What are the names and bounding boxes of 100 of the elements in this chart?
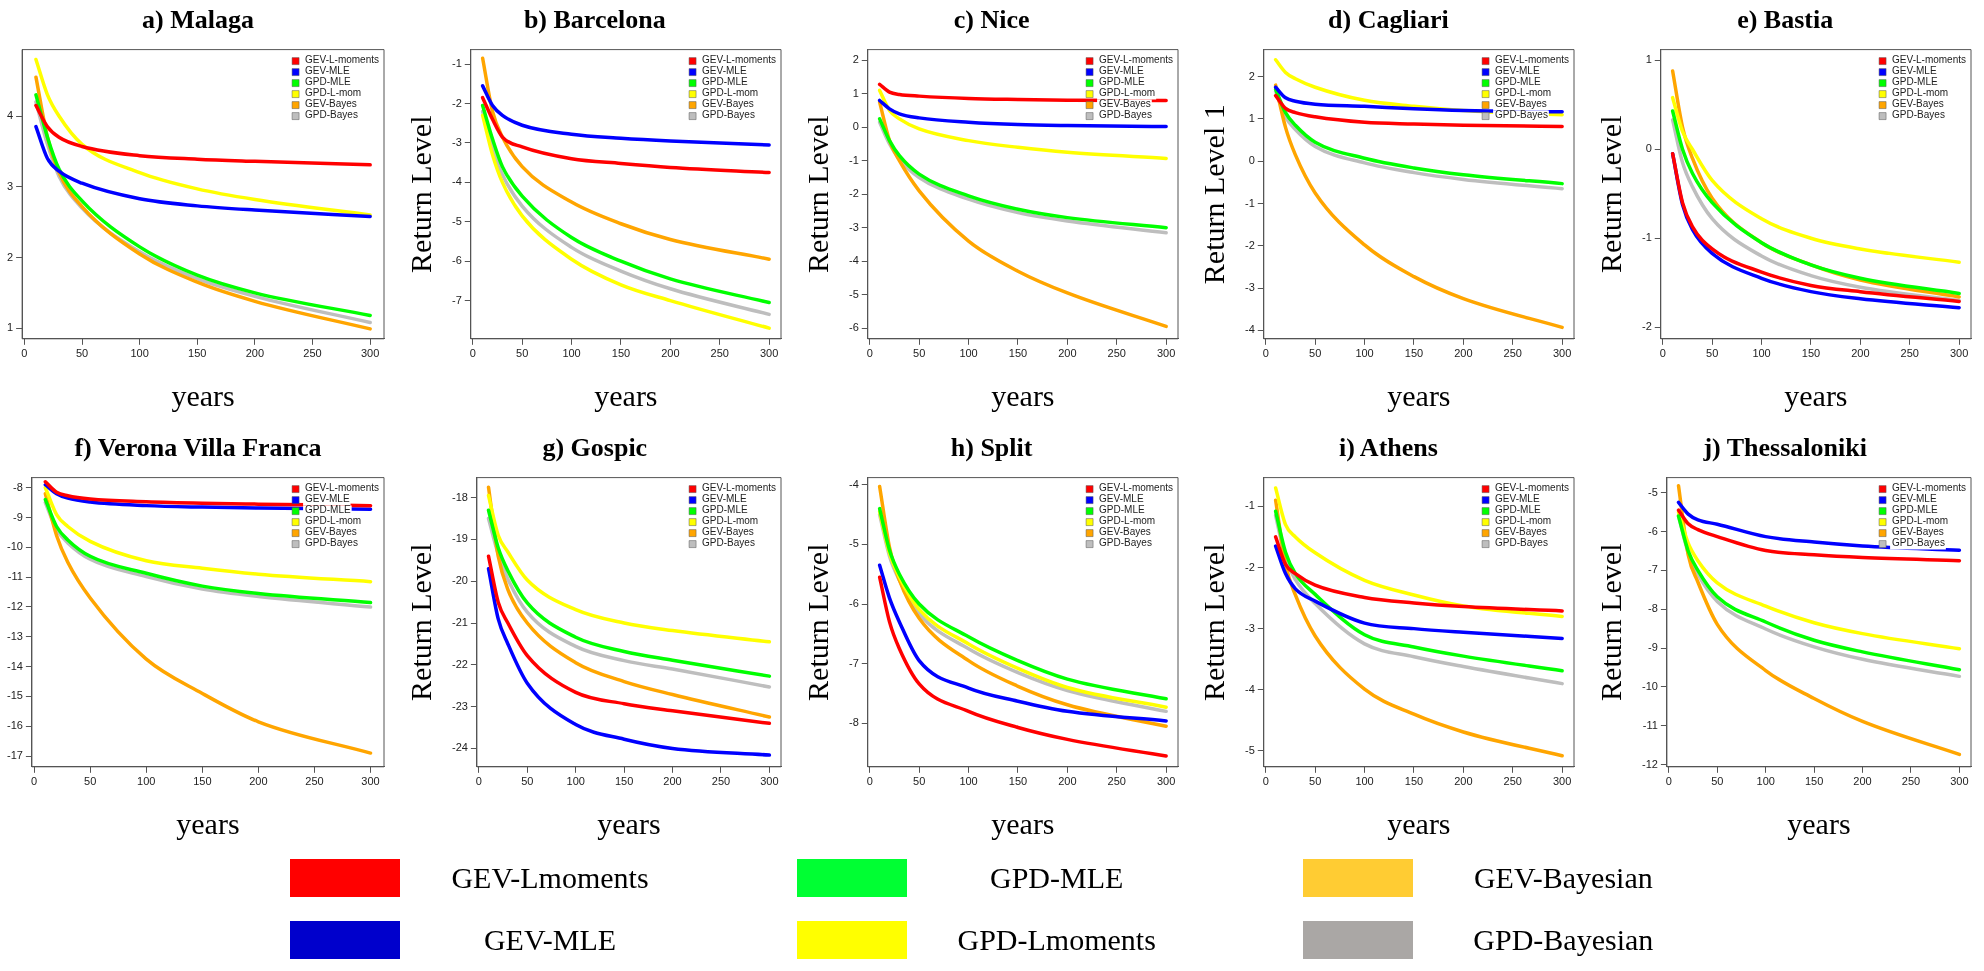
legend-label: GPD-MLE — [305, 504, 351, 516]
x-tick-label: 300 — [760, 775, 779, 788]
category-label: GPD-MLE — [989, 861, 1125, 895]
x-tick-label: 300 — [1553, 775, 1572, 788]
x-tick-label: 150 — [1801, 347, 1821, 360]
x-axis-title: years — [597, 806, 661, 840]
x-tick-label: 0 — [31, 775, 38, 788]
x-tick-label: 300 — [1950, 347, 1969, 360]
y-tick-label: -4 — [451, 175, 462, 188]
y-tick-label: -7 — [1648, 563, 1659, 576]
legend-label: GEV-MLE — [1495, 65, 1541, 77]
x-tick-label: 250 — [1901, 775, 1921, 788]
y-tick-label: -6 — [848, 597, 859, 610]
legend-label: GPD-MLE — [701, 76, 748, 88]
y-tick-label: -1 — [451, 57, 462, 70]
y-tick-label: -8 — [1648, 602, 1659, 615]
y-tick-label: -4 — [848, 477, 859, 490]
x-tick-label: 150 — [193, 775, 212, 788]
legend-label: GPD-L-mom — [1892, 515, 1949, 527]
legend-label: GEV-L-moments — [1098, 54, 1173, 66]
y-tick-label: -10 — [6, 540, 23, 553]
y-tick-label: -24 — [451, 741, 468, 754]
y-axis-title: Return Level — [403, 543, 437, 701]
line-series — [877, 100, 1168, 329]
category-label: GEV-Lmoments — [450, 861, 650, 895]
y-axis-title: Return Level 1 — [1197, 104, 1231, 285]
x-tick-label: 250 — [1503, 775, 1523, 788]
x-tick-label: 200 — [1853, 775, 1872, 788]
y-tick-label: -3 — [1245, 621, 1256, 634]
y-tick-label: -8 — [848, 716, 859, 729]
y-tick-label: -17 — [6, 749, 23, 762]
legend-label: GEV-MLE — [1892, 65, 1938, 77]
legend-label: GPD-Bayes — [305, 537, 358, 549]
x-tick-label: 250 — [1107, 347, 1126, 360]
y-tick-label: -12 — [6, 600, 23, 613]
x-tick-label: 200 — [245, 347, 265, 360]
chart-title: a) Malaga — [141, 4, 255, 36]
y-tick-label: -18 — [451, 490, 468, 503]
x-tick-label: 150 — [1405, 775, 1424, 788]
y-tick-label: -1 — [848, 153, 859, 166]
y-tick-label: -9 — [1648, 641, 1659, 654]
x-axis-title: years — [1784, 378, 1848, 412]
x-tick-label: 250 — [303, 347, 322, 360]
x-tick-label: 250 — [1503, 347, 1523, 360]
line-series — [877, 563, 1168, 723]
legend-label: GPD-Bayes — [701, 109, 755, 121]
legend-label: GPD-L-mom — [1098, 87, 1155, 99]
chart-title: d) Cagliari — [1327, 4, 1450, 36]
y-tick-label: 2 — [6, 250, 14, 263]
y-tick-label: 2 — [852, 53, 859, 66]
y-axis-title: Return Level — [800, 543, 834, 701]
legend-label: GPD-Bayes — [1892, 537, 1946, 549]
y-axis-title: Return Level — [800, 115, 834, 273]
y-tick-label: -12 — [1642, 757, 1659, 770]
category-label: GPD-Bayesian — [1472, 923, 1655, 957]
y-tick-label: -8 — [13, 480, 23, 493]
x-tick-label: 100 — [1756, 775, 1776, 788]
legend-label: GEV-Bayes — [1892, 526, 1944, 538]
chart-title: g) Gospic — [541, 432, 649, 464]
y-tick-label: 0 — [1645, 142, 1652, 155]
y-tick-label: -5 — [1245, 743, 1256, 756]
y-tick-label: -9 — [13, 510, 23, 523]
x-tick-label: 150 — [1805, 775, 1824, 788]
x-tick-label: 50 — [912, 347, 925, 360]
x-tick-label: 200 — [663, 775, 682, 788]
legend-label: GPD-MLE — [1098, 504, 1145, 516]
x-tick-label: 0 — [469, 347, 476, 360]
chart-title: b) Barcelona — [522, 4, 667, 36]
x-tick-label: 50 — [75, 347, 89, 360]
legend-label: GPD-L-mom — [701, 515, 759, 527]
legend-label: GEV-Bayes — [1098, 526, 1151, 538]
x-tick-label: 200 — [1851, 347, 1870, 360]
legend-label: GPD-Bayes — [701, 537, 755, 549]
y-tick-label: 3 — [6, 179, 14, 192]
line-series — [1671, 95, 1962, 265]
y-tick-label: -14 — [6, 659, 23, 672]
legend-label: GEV-Bayes — [1495, 526, 1548, 538]
legend-label: GPD-MLE — [1892, 76, 1939, 88]
x-tick-label: 200 — [1454, 775, 1473, 788]
legend-label: GEV-MLE — [305, 65, 350, 77]
legend-label: GEV-L-moments — [1495, 54, 1570, 66]
x-tick-label: 200 — [660, 347, 680, 360]
legend-label: GPD-MLE — [701, 504, 748, 516]
y-tick-label: -5 — [848, 287, 859, 300]
y-tick-label: -13 — [6, 629, 23, 642]
x-tick-label: 200 — [1057, 775, 1077, 788]
x-tick-label: 100 — [562, 347, 581, 360]
y-tick-label: -2 — [1245, 560, 1256, 573]
x-axis-title: years — [990, 806, 1055, 840]
x-tick-label: 150 — [1405, 347, 1424, 360]
x-tick-label: 150 — [614, 775, 634, 788]
x-tick-label: 250 — [1107, 775, 1126, 788]
legend-label: GPD-MLE — [1098, 76, 1145, 88]
legend-label: GPD-MLE — [1892, 504, 1939, 516]
y-tick-label: -2 — [1642, 320, 1652, 333]
x-tick-label: 300 — [361, 775, 380, 788]
legend-label: GEV-MLE — [305, 493, 350, 505]
legend-label: GPD-MLE — [305, 76, 351, 88]
x-tick-label: 0 — [866, 347, 873, 360]
y-tick-label: -7 — [848, 656, 859, 669]
